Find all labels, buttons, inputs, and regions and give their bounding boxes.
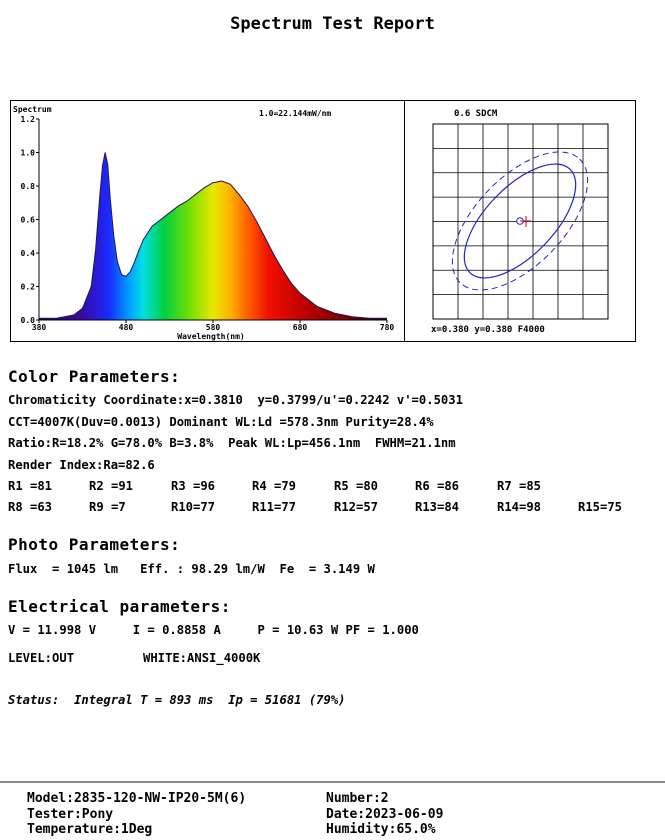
- footer-number: Number:2: [326, 791, 389, 806]
- inner-ellipse: [463, 163, 577, 279]
- chart-frame: [10, 100, 636, 342]
- color-line-2: CCT=4007K(Duv=0.0013) Dominant WL:Ld =57…: [8, 415, 434, 429]
- r-value: R2 =91: [89, 479, 134, 493]
- spectrum-line: [39, 152, 387, 319]
- spectrum-chart: Spectrum 1.0=22.144mW/nm Wavelength(nm) …: [13, 105, 395, 341]
- electrical-params-heading: Electrical parameters:: [8, 597, 231, 616]
- x-tick-label: 380: [32, 323, 47, 332]
- y-tick-label: 0.0: [21, 316, 36, 325]
- chart-divider: [404, 100, 405, 342]
- x-tick-label: 680: [293, 323, 308, 332]
- r-value: R5 =80: [334, 479, 379, 493]
- r-value: R4 =79: [252, 479, 297, 493]
- color-line-4: Render Index:Ra=82.6: [8, 458, 155, 472]
- level-label: LEVEL:OUT: [8, 651, 75, 665]
- r-value: R12=57: [334, 500, 379, 514]
- white-label: WHITE:ANSI_4000K: [143, 651, 261, 665]
- color-line-1: Chromaticity Coordinate:x=0.3810 y=0.379…: [8, 393, 463, 407]
- color-line-3: Ratio:R=18.2% G=78.0% B=3.8% Peak WL:Lp=…: [8, 436, 456, 450]
- r-value: R10=77: [171, 500, 216, 514]
- footer-temperature: Temperature:1Deg: [27, 822, 153, 837]
- spectrum-fill: [39, 152, 387, 320]
- spectrum-title: Spectrum: [13, 105, 52, 114]
- footer-model: Model:2835-120-NW-IP20-5M(6): [27, 791, 247, 806]
- r-value: R13=84: [415, 500, 460, 514]
- photo-line: Flux = 1045 lm Eff. : 98.29 lm/W Fe = 3.…: [8, 562, 375, 576]
- spectrum-scale-note: 1.0=22.144mW/nm: [259, 109, 331, 118]
- photo-params-heading: Photo Parameters:: [8, 535, 181, 554]
- footer-humidity: Humidity:65.0%: [326, 822, 436, 837]
- y-tick-label: 1.0: [21, 149, 36, 158]
- y-tick-label: 0.2: [21, 283, 36, 292]
- electrical-line: V = 11.998 V I = 0.8858 A P = 10.63 W PF…: [8, 623, 419, 637]
- y-tick-label: 0.8: [21, 182, 36, 191]
- x-tick-label: 780: [380, 323, 395, 332]
- status-line: Status: Integral T = 893 ms Ip = 51681 (…: [8, 693, 346, 707]
- report-title: Spectrum Test Report: [230, 14, 435, 34]
- footer-date: Date:2023-06-09: [326, 807, 444, 822]
- footer-tester: Tester:Pony: [27, 807, 114, 822]
- r-value: R8 =63: [8, 500, 53, 514]
- x-tick-label: 580: [206, 323, 221, 332]
- r-value: R15=75: [578, 500, 623, 514]
- y-tick-label: 1.2: [21, 115, 36, 124]
- chromaticity-chart: 0.6 SDCM x=0.380 y=0.380 F4000: [431, 109, 609, 335]
- x-axis-label: Wavelength(nm): [177, 332, 244, 341]
- r-value: R7 =85: [497, 479, 542, 493]
- y-tick-label: 0.4: [21, 249, 36, 258]
- r-value: R3 =96: [171, 479, 216, 493]
- r-value: R6 =86: [415, 479, 460, 493]
- chromaticity-footer: x=0.380 y=0.380 F4000: [431, 325, 545, 335]
- r-value: R11=77: [252, 500, 297, 514]
- sdcm-title: 0.6 SDCM: [454, 109, 498, 119]
- color-params-heading: Color Parameters:: [8, 367, 181, 386]
- footer-divider: [0, 781, 665, 783]
- r-value: R9 =7: [89, 500, 126, 514]
- x-tick-label: 480: [119, 323, 134, 332]
- r-value: R1 =81: [8, 479, 53, 493]
- y-tick-label: 0.6: [21, 216, 36, 225]
- r-value: R14=98: [497, 500, 542, 514]
